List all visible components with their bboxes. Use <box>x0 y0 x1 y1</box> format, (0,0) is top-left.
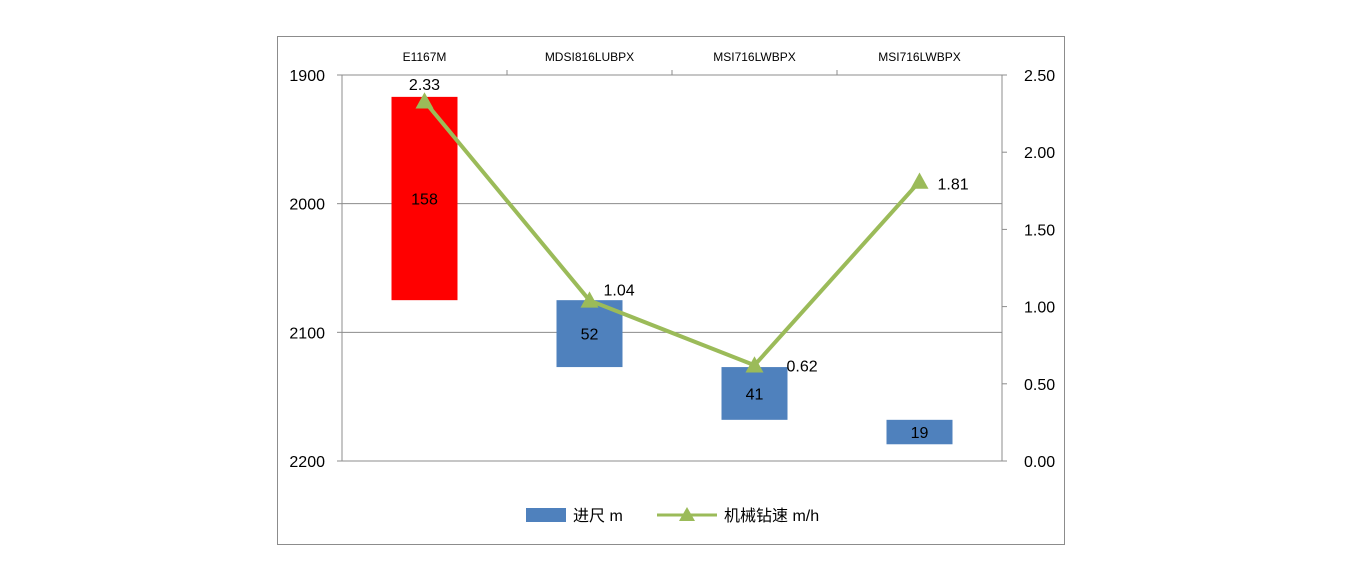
right-axis-tick-label: 2.00 <box>1024 145 1055 162</box>
bar-data-label: 19 <box>911 425 929 442</box>
line-data-label: 0.62 <box>787 358 818 375</box>
right-axis-tick-label: 0.00 <box>1024 454 1055 471</box>
chart-canvas: 1900 2000 2100 2200 0.00 0.50 1.00 1.50 2.00 2.5… <box>289 50 1055 525</box>
right-axis-tick-label: 0.50 <box>1024 377 1055 394</box>
left-axis-tick-label: 2100 <box>289 325 325 342</box>
category-label: MDSI816LUBPX <box>545 50 634 64</box>
bar <box>721 367 788 420</box>
legend-label-line: 机械钻速 m/h <box>724 507 819 525</box>
right-axis: 0.00 0.50 1.00 1.50 2.00 2.50 <box>1001 68 1055 471</box>
chart-frame: 1900 2000 2100 2200 0.00 0.50 1.00 1.50 2.00 2.5… <box>277 36 1065 545</box>
legend: 进尺 m 机械钻速 m/h <box>526 507 819 525</box>
right-axis-tick-label: 1.00 <box>1024 300 1055 317</box>
line-data-label: 1.04 <box>604 282 635 299</box>
bar <box>886 419 953 445</box>
category-label: MSI716LWBPX <box>878 50 960 64</box>
legend-marker-triangle <box>679 507 695 521</box>
line-marker-triangle <box>745 356 764 373</box>
bar-data-label: 41 <box>746 386 764 403</box>
line-marker-triangle <box>415 92 434 109</box>
line-marker-triangle <box>580 291 599 308</box>
line-series: 2.33 1.04 0.62 1.81 <box>409 77 969 375</box>
category-label: E1167M <box>403 50 447 64</box>
bar-data-label: 52 <box>581 327 599 344</box>
legend-label-bar: 进尺 m <box>573 507 623 525</box>
category-labels: E1167M MDSI816LUBPX MSI716LWBPX MSI716LWBPX <box>403 50 961 75</box>
bar <box>556 300 623 368</box>
left-axis-tick-label: 2200 <box>289 454 325 471</box>
bar-data-label: 158 <box>411 192 438 209</box>
bar-series: 158 52 41 19 <box>391 96 953 445</box>
line-marker-triangle <box>910 172 929 189</box>
line-data-label: 1.81 <box>938 177 969 194</box>
left-axis: 1900 2000 2100 2200 <box>289 68 343 471</box>
legend-swatch-bar <box>526 508 566 522</box>
line-path <box>422 99 921 368</box>
right-axis-tick-label: 2.50 <box>1024 68 1055 85</box>
line-data-label: 2.33 <box>409 77 440 94</box>
left-axis-tick-label: 2000 <box>289 197 325 214</box>
right-axis-tick-label: 1.50 <box>1024 222 1055 239</box>
category-label: MSI716LWBPX <box>713 50 795 64</box>
left-axis-tick-label: 1900 <box>289 68 325 85</box>
